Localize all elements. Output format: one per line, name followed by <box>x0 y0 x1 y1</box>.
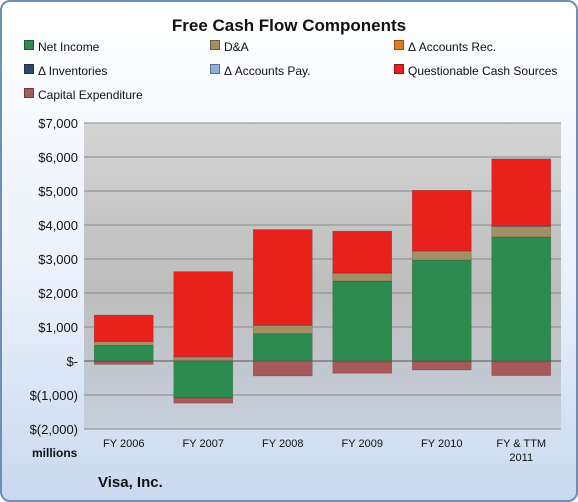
y-tick-label: $7,000 <box>38 116 78 131</box>
legend-item: Net Income <box>24 40 99 54</box>
legend-item: Capital Expenditure <box>24 88 143 102</box>
plot-area <box>84 123 561 429</box>
legend-label: Net Income <box>38 40 100 54</box>
legend-swatch <box>210 40 220 50</box>
y-tick-label: $1,000 <box>38 320 78 335</box>
bar-segment <box>173 397 234 404</box>
bar-segment <box>252 360 313 377</box>
legend-swatch <box>394 64 404 74</box>
x-tick-label: 2011 <box>509 452 533 464</box>
bar-segment <box>411 250 472 261</box>
x-tick-label: FY 2006 <box>103 438 144 450</box>
legend-label: Questionable Cash Sources <box>408 64 558 78</box>
bar-segment <box>411 259 472 362</box>
bar-segment <box>173 271 234 357</box>
y-tick-label: $3,000 <box>38 252 78 267</box>
x-tick-label: FY & TTM <box>496 438 546 450</box>
bar-segment <box>173 360 234 398</box>
bar-segment <box>93 361 154 365</box>
y-tick-label: $- <box>66 354 78 369</box>
legend-label: D&A <box>224 40 249 54</box>
legend-swatch <box>24 40 34 50</box>
y-tick-label: $4,000 <box>38 218 78 233</box>
chart-title: Free Cash Flow Components <box>171 16 407 35</box>
legend-swatch <box>210 64 220 74</box>
bar-segment <box>491 361 552 376</box>
y-tick-label: $(2,000) <box>30 422 78 437</box>
x-tick-label: FY 2008 <box>262 438 303 450</box>
legend-item: Questionable Cash Sources <box>394 64 557 78</box>
y-axis-units: millions <box>32 446 78 460</box>
legend-swatch <box>394 40 404 50</box>
bar-segment <box>332 361 393 374</box>
legend-item: Δ Accounts Pay. <box>210 64 311 78</box>
bar-segment <box>411 189 472 252</box>
bar-segment <box>173 356 234 362</box>
y-tick-label: $(1,000) <box>30 388 78 403</box>
y-tick-label: $6,000 <box>38 150 78 165</box>
legend-label: Capital Expenditure <box>38 88 143 102</box>
bar-segment <box>491 236 552 362</box>
bar-segment <box>252 229 313 326</box>
y-tick-label: $5,000 <box>38 184 78 199</box>
bar-segment <box>252 325 313 334</box>
x-tick-label: FY 2009 <box>342 438 383 450</box>
bar-segment <box>332 230 393 274</box>
bar-segment <box>93 314 154 342</box>
company-name: Visa, Inc. <box>98 474 163 491</box>
bar-segment <box>252 324 313 326</box>
bar-segment <box>491 158 552 227</box>
bar-segment <box>411 361 472 371</box>
legend-swatch <box>24 88 34 98</box>
x-tick-label: FY 2007 <box>183 438 224 450</box>
legend-item: Δ Accounts Rec. <box>394 40 496 54</box>
bar-segment <box>252 333 313 362</box>
legend-swatch <box>24 64 34 74</box>
legend-label: Δ Accounts Rec. <box>408 40 497 54</box>
bar-segment <box>332 273 393 282</box>
legend-label: Δ Accounts Pay. <box>224 64 311 78</box>
x-tick-label: FY 2010 <box>421 438 462 450</box>
legend-item: Δ Inventories <box>24 64 107 78</box>
legend-label: Δ Inventories <box>38 64 108 78</box>
bar-segment <box>491 226 552 238</box>
y-tick-label: $2,000 <box>38 286 78 301</box>
bar-segment <box>93 345 154 362</box>
bar-segment <box>332 280 393 362</box>
legend-item: D&A <box>210 40 249 54</box>
